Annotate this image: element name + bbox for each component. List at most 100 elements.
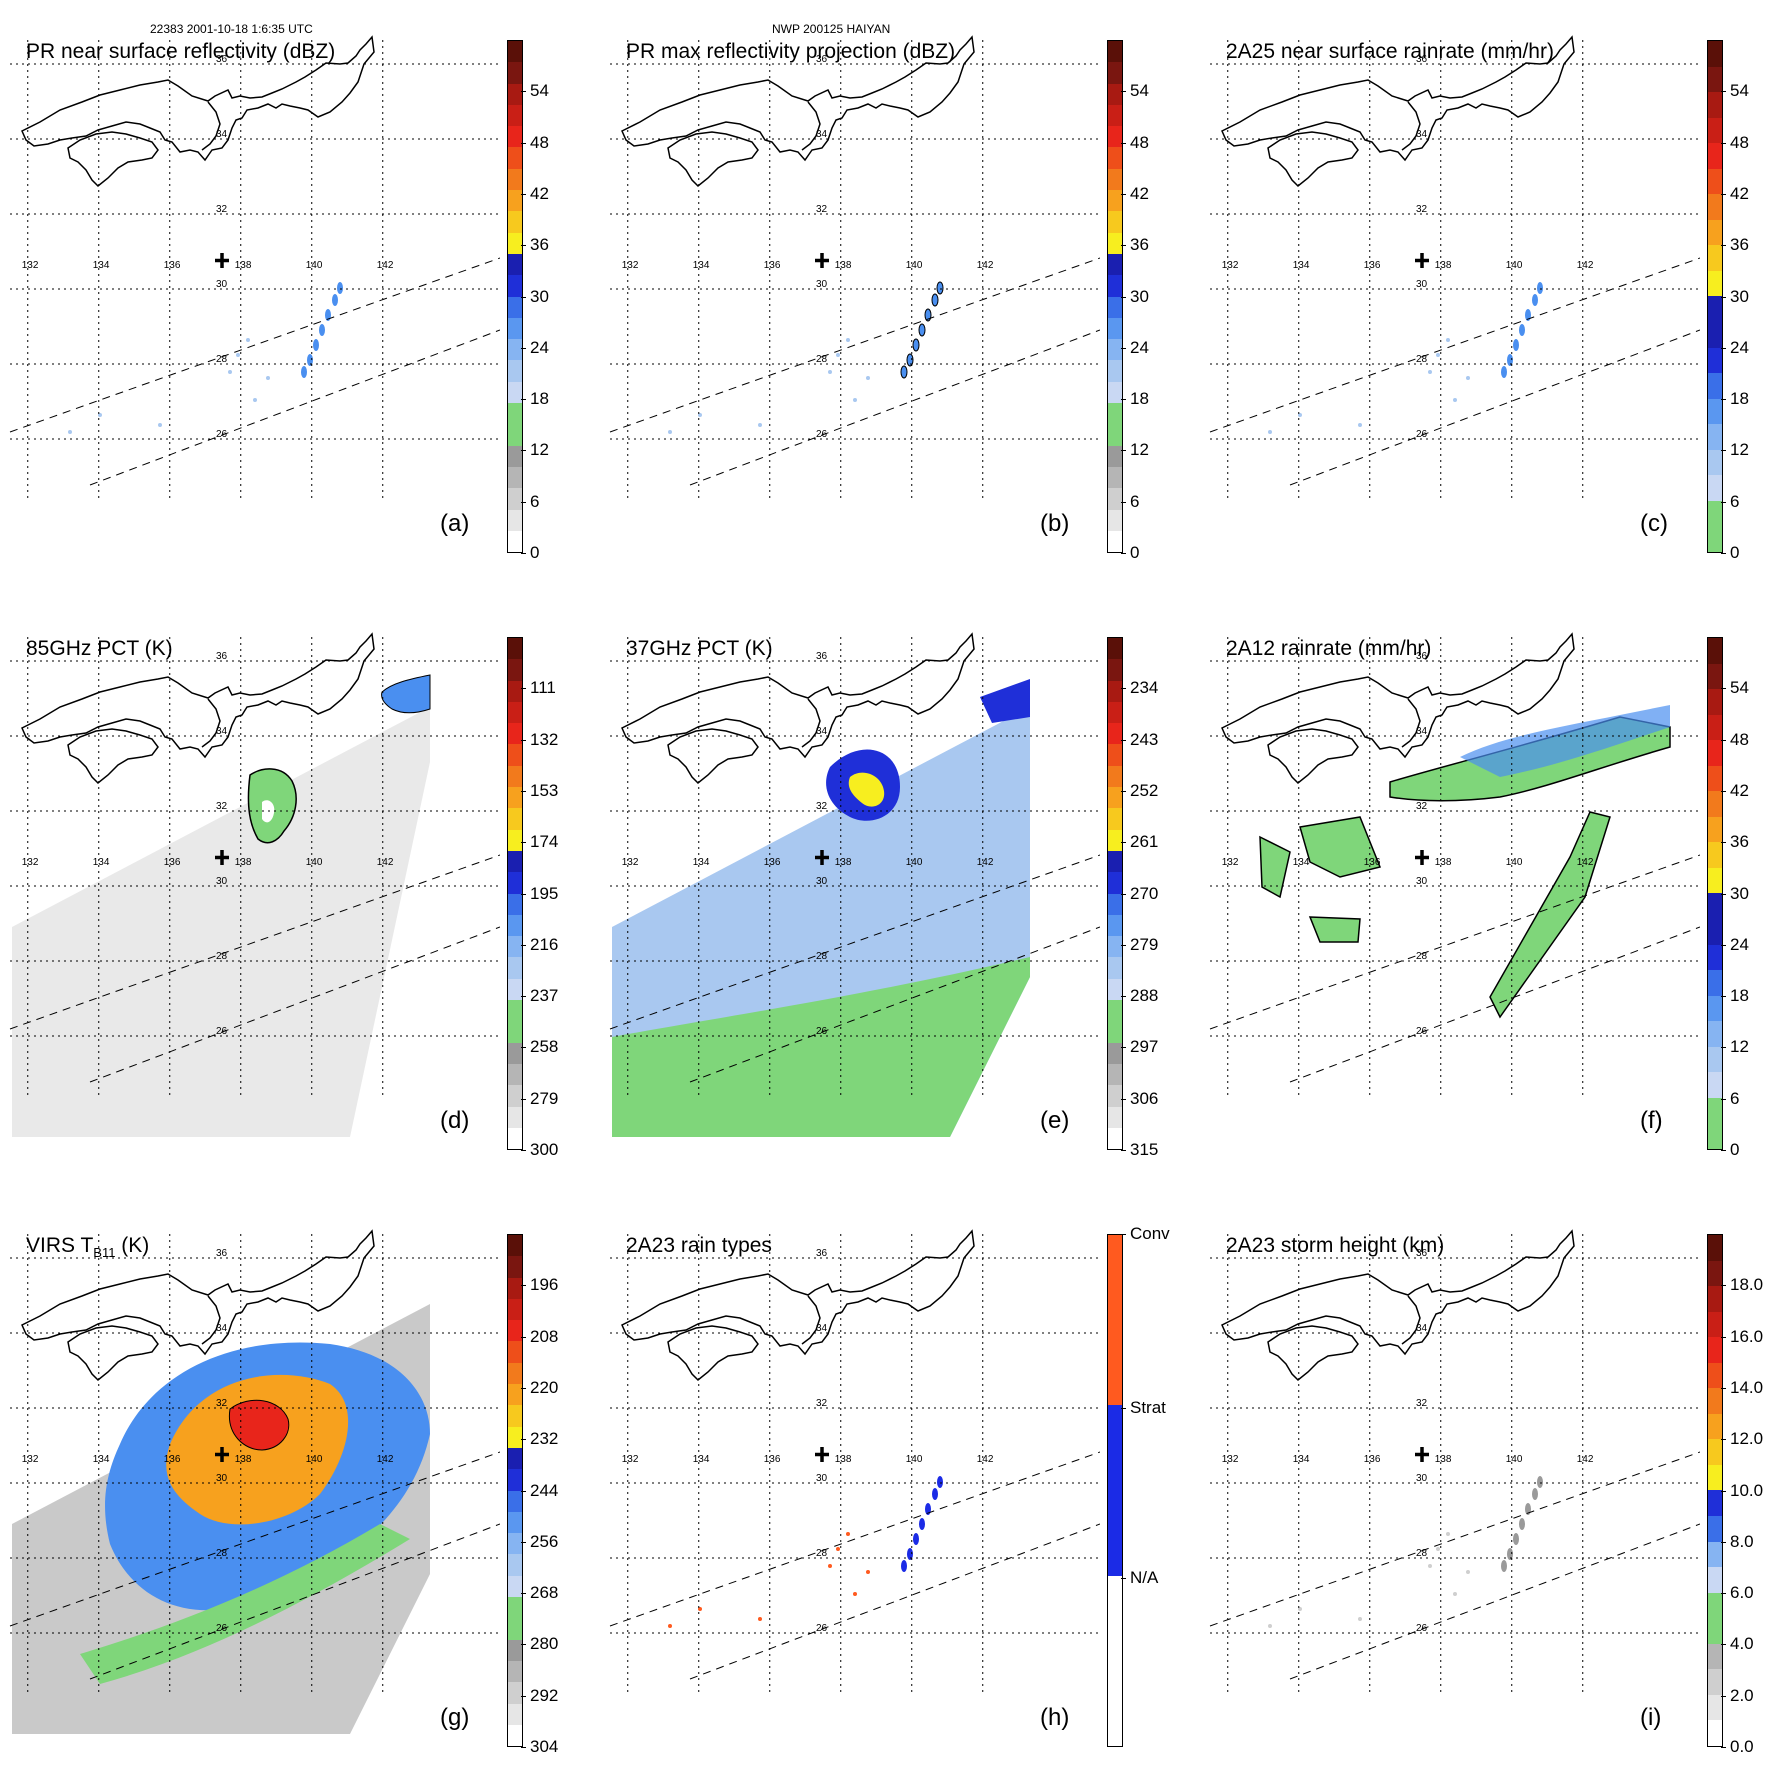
colorbar-tick-label: 268 — [520, 1583, 559, 1603]
lon-label: 134 — [93, 260, 110, 271]
colorbar-segment — [1708, 740, 1722, 766]
colorbar-segment — [508, 1426, 522, 1448]
colorbar-segment — [508, 1042, 522, 1064]
panel-b: 132 134 136 138 140 142 36 34 32 30 28 26 PR max re… — [600, 0, 1149, 562]
colorbar-segment — [1108, 296, 1122, 318]
colorbar-segment — [1708, 1235, 1722, 1261]
colorbar-segment — [1708, 1694, 1722, 1721]
panel-label: (a) — [440, 510, 470, 537]
lon-label: 138 — [235, 857, 252, 868]
coastline-shikoku — [667, 728, 759, 785]
colorbar-tick-label: 36 — [1721, 832, 1749, 852]
colorbar-segment — [1708, 1260, 1722, 1287]
rain-cell — [931, 293, 939, 307]
colorbar-tick-label: 48 — [521, 132, 549, 152]
rain-cell — [1532, 1488, 1538, 1500]
lon-label: 138 — [235, 260, 252, 271]
colorbar-tick-label: 54 — [521, 81, 549, 101]
colorbar-segment — [1708, 449, 1722, 476]
colorbar-segment — [508, 978, 522, 1001]
swath-edge-north — [609, 257, 1100, 433]
rain-speck — [758, 1617, 762, 1621]
rain-cell — [906, 353, 914, 367]
colorbar-segment — [1708, 816, 1722, 843]
map-layer: 132 134 136 138 140 142 36 34 32 30 28 26 — [9, 35, 500, 500]
lat-label: 30 — [1416, 876, 1428, 887]
colorbar-tick-label: 36 — [521, 235, 549, 255]
colorbar-segment — [508, 1639, 522, 1661]
panel-label: (f) — [1640, 1107, 1663, 1134]
colorbar-segment — [1108, 403, 1122, 425]
colorbar-segment — [1708, 41, 1722, 67]
rain-cell — [924, 308, 932, 322]
colorbar-segment — [1108, 211, 1122, 233]
coastline-shikoku — [667, 131, 759, 188]
lat-label: 36 — [816, 651, 828, 662]
colorbar-segment — [508, 317, 522, 340]
colorbar-segment — [508, 147, 522, 169]
colorbar-tick-label: 237 — [520, 986, 559, 1006]
colorbar-segment — [508, 787, 522, 809]
colorbar-segment — [1108, 147, 1122, 169]
colorbar-segment — [1108, 978, 1122, 1001]
rain-speck — [1428, 1564, 1432, 1568]
colorbar-segment — [1108, 1405, 1122, 1576]
lon-label: 136 — [164, 1454, 181, 1465]
colorbar-segment — [508, 1703, 522, 1725]
colorbar-segment — [1708, 398, 1722, 425]
colorbar-segment — [1108, 466, 1122, 489]
lat-label: 26 — [1416, 429, 1428, 440]
lat-label: 26 — [1416, 1026, 1428, 1037]
colorbar-segment — [508, 638, 522, 660]
map-canvas: 132 134 136 138 140 142 36 34 32 30 28 26 — [609, 632, 1100, 1137]
coastline-kii — [801, 698, 821, 748]
colorbar-segment — [508, 1063, 522, 1086]
colorbar-segment — [1708, 1567, 1722, 1593]
colorbar-tick-label: 6 — [1720, 1088, 1740, 1108]
colorbar-segment — [1108, 957, 1122, 979]
colorbar-segment — [508, 62, 522, 84]
panel-title: 2A23 rain types — [626, 1234, 772, 1257]
colorbar-segment — [508, 1000, 522, 1022]
colorbar-segment — [1108, 232, 1122, 254]
lon-label: 132 — [622, 260, 639, 271]
colorbar-segment — [508, 466, 522, 489]
swath-edge-south — [89, 926, 500, 1083]
rain-cell-south — [1308, 916, 1361, 943]
rain-cell — [1519, 1518, 1525, 1530]
colorbar-tick-label: 30 — [521, 286, 549, 306]
colorbar-segment — [1708, 1720, 1722, 1746]
colorbar-segment — [1108, 829, 1122, 851]
lon-label: 134 — [693, 857, 710, 868]
rain-cell — [319, 324, 325, 336]
colorbar-tick-label: Strat — [1121, 1398, 1166, 1418]
colorbar-segment — [508, 275, 522, 297]
storm-center-marker — [215, 253, 229, 268]
map-canvas: 132 134 136 138 140 142 36 34 32 30 28 26 — [9, 1229, 500, 1734]
rain-cell — [1525, 1503, 1531, 1515]
map-canvas: 132 134 136 138 140 142 36 34 32 30 28 26 — [9, 35, 500, 500]
colorbar-segment — [508, 1682, 522, 1704]
colorbar-tick-label: 304 — [520, 1737, 559, 1756]
colorbar-tick-label: 280 — [520, 1634, 559, 1654]
rain-speck — [836, 1547, 840, 1551]
colorbar-segment — [508, 957, 522, 979]
colorbar-segment — [1108, 41, 1122, 63]
swath-edge-south — [1289, 926, 1700, 1083]
colorbar-segment — [1108, 680, 1122, 702]
rain-speck — [1446, 338, 1450, 342]
colorbar-segment — [1108, 488, 1122, 510]
colorbar-segment — [1108, 1106, 1122, 1128]
coastline-kii — [801, 1295, 821, 1345]
lon-label: 134 — [1293, 1454, 1310, 1465]
colorbar-segment — [508, 126, 522, 148]
colorbar-tick-label: 2.0 — [1721, 1685, 1754, 1705]
lon-label: 132 — [622, 1454, 639, 1465]
colorbar-segment — [1708, 638, 1722, 664]
colorbar-tick-label: 42 — [1721, 183, 1749, 203]
rain-cell — [1513, 1533, 1519, 1545]
colorbar-segment — [1708, 867, 1722, 894]
colorbar-segment — [1708, 1072, 1722, 1098]
colorbar-segment — [508, 1384, 522, 1406]
rain-cell — [918, 323, 926, 337]
